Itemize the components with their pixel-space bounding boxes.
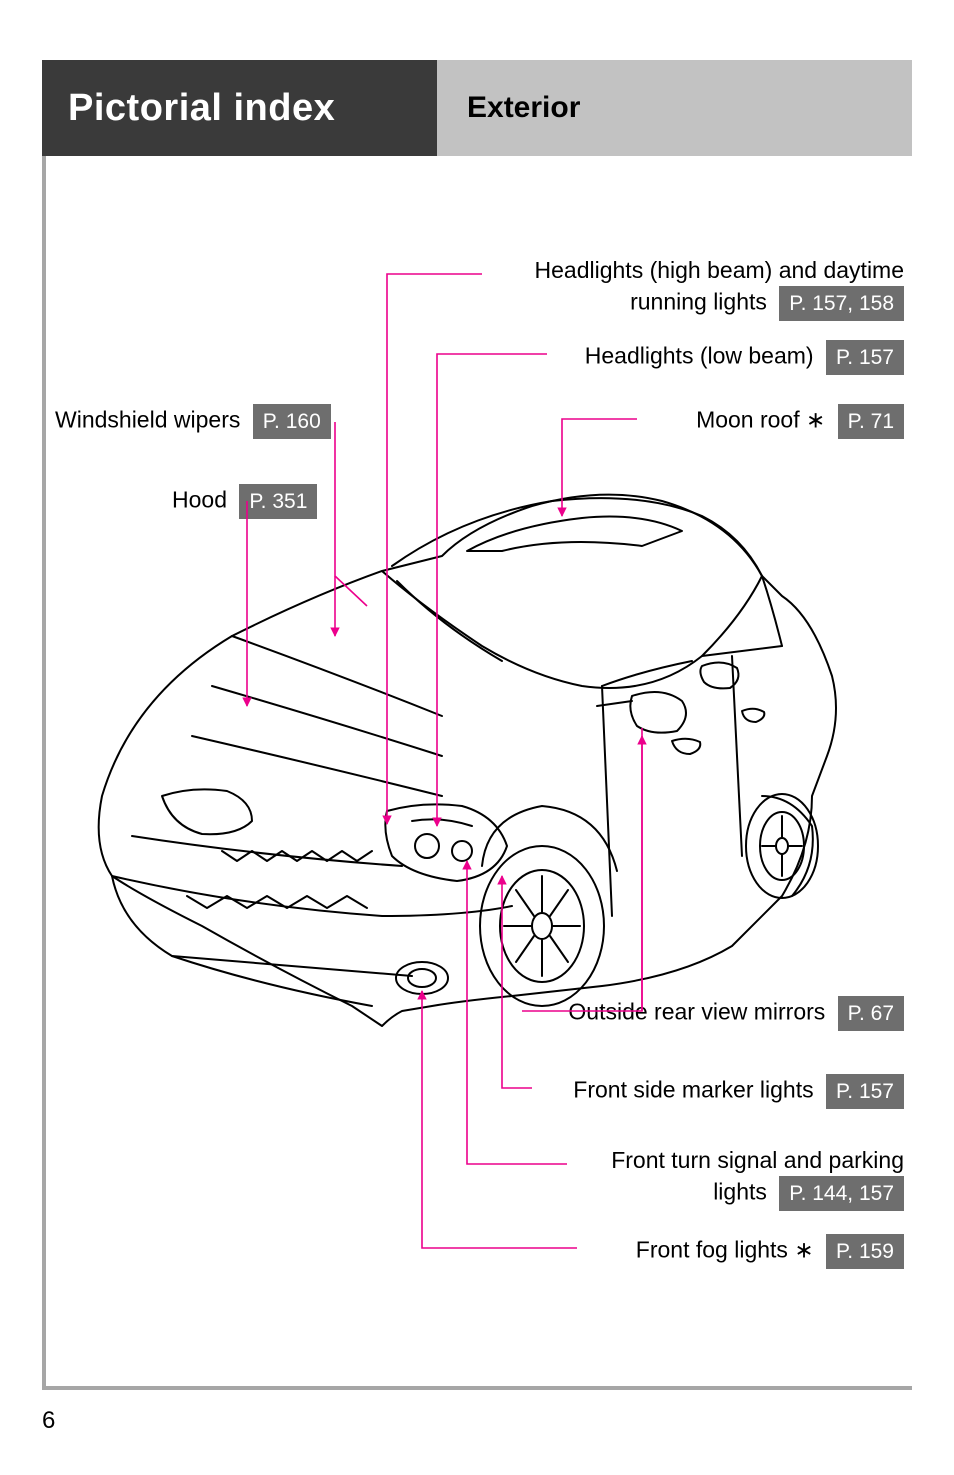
callout-mirrors-text: Outside rear view mirrors <box>568 999 825 1025</box>
pageref-headlights-high: P. 157, 158 <box>779 286 904 321</box>
callout-side-marker: Front side marker lights P. 157 <box>573 1074 904 1109</box>
callout-windshield-wipers: Windshield wipers P. 160 <box>55 404 331 439</box>
callout-fog-lights: Front fog lights ∗ P. 159 <box>636 1234 904 1269</box>
pageref-side-marker: P. 157 <box>826 1074 904 1109</box>
header-right-block: Exterior <box>437 60 912 156</box>
callout-headlights-low-text: Headlights (low beam) <box>585 343 814 369</box>
pageref-windshield-wipers: P. 160 <box>253 404 331 439</box>
callout-side-marker-text: Front side marker lights <box>573 1077 813 1103</box>
header-left-block: Pictorial index <box>42 60 437 156</box>
pageref-hood: P. 351 <box>239 484 317 519</box>
pageref-fog-lights: P. 159 <box>826 1234 904 1269</box>
pageref-headlights-low: P. 157 <box>826 340 904 375</box>
callout-turn-signal: Front turn signal and parking lights P. … <box>611 1146 904 1211</box>
callout-hood-text: Hood <box>172 487 227 513</box>
callout-moon-roof-text: Moon roof ∗ <box>696 407 825 433</box>
pageref-turn-signal: P. 144, 157 <box>779 1176 904 1211</box>
header-title-left: Pictorial index <box>68 87 335 130</box>
callout-moon-roof: Moon roof ∗ P. 71 <box>696 404 904 439</box>
header-title-right: Exterior <box>467 91 580 125</box>
callout-mirrors: Outside rear view mirrors P. 67 <box>568 996 904 1031</box>
callout-headlights-high-line1: Headlights (high beam) and daytime <box>535 257 904 283</box>
callout-hood: Hood P. 351 <box>172 484 317 519</box>
page-header: Pictorial index Exterior <box>42 60 912 156</box>
pageref-moon-roof: P. 71 <box>838 404 904 439</box>
pageref-mirrors: P. 67 <box>838 996 904 1031</box>
page-number: 6 <box>42 1407 55 1435</box>
callout-turn-signal-line2: lights <box>713 1179 767 1205</box>
page: Pictorial index Exterior Headlights (hig… <box>0 0 954 1475</box>
callout-fog-lights-text: Front fog lights ∗ <box>636 1237 814 1263</box>
callout-headlights-low: Headlights (low beam) P. 157 <box>585 340 904 375</box>
callout-turn-signal-line1: Front turn signal and parking <box>611 1147 904 1173</box>
callout-headlights-high-line2: running lights <box>630 289 767 315</box>
callout-windshield-wipers-text: Windshield wipers <box>55 407 240 433</box>
callout-headlights-high: Headlights (high beam) and daytime runni… <box>535 256 904 321</box>
